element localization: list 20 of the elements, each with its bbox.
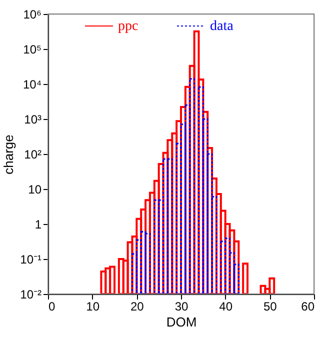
y-tick-label: 10² <box>24 148 42 162</box>
x-tick-label: 30 <box>174 300 188 314</box>
x-tick-label: 20 <box>130 300 144 314</box>
y-tick-label: 1 <box>34 218 42 232</box>
y-tick-label: 10⁵ <box>23 42 42 56</box>
y-axis-title: charge <box>1 134 16 174</box>
x-tick-label: 10 <box>86 300 100 314</box>
y-tick-label: 10⁶ <box>23 8 42 22</box>
y-tick-label: 10⁻¹ <box>20 252 42 266</box>
y-tick-label: 10⁴ <box>22 78 42 92</box>
x-tick-label: 50 <box>263 300 278 314</box>
y-tick-label: 10 <box>28 182 42 196</box>
x-tick-label: 60 <box>301 300 315 314</box>
x-axis-title: DOM <box>166 314 197 330</box>
y-tick-label: 10³ <box>24 112 42 126</box>
x-tick-label: 0 <box>48 300 56 314</box>
x-tick-label: 40 <box>219 300 233 314</box>
y-tick-label: 10⁻² <box>20 288 42 302</box>
legend-label: ppc <box>118 19 138 34</box>
legend-label: data <box>210 19 234 34</box>
